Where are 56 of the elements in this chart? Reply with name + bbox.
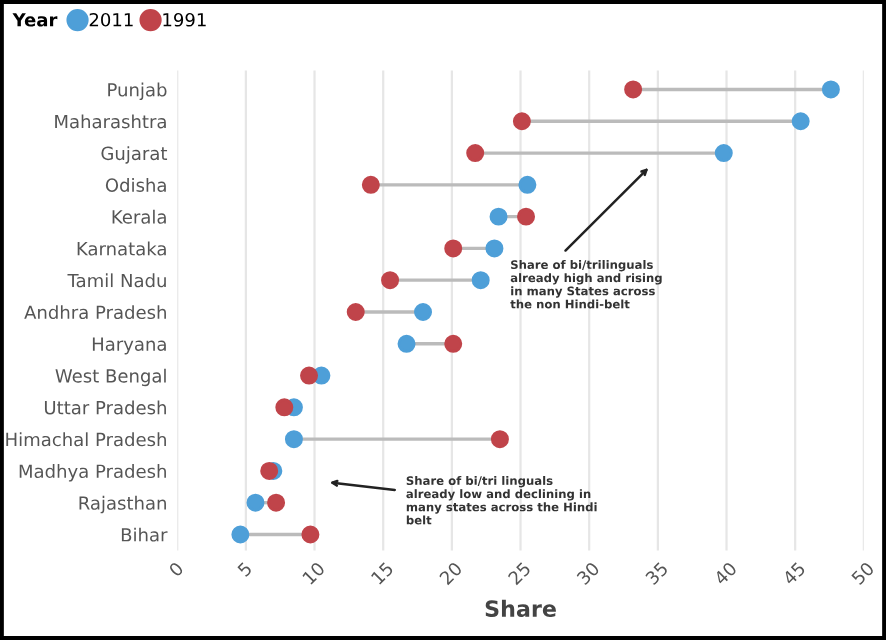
point [714,144,733,163]
point [624,80,643,99]
point [275,398,294,417]
point [381,271,400,290]
y-tick-label: Tamil Nadu [67,273,166,288]
x-tick-label: 35 [644,561,669,586]
x-axis-title: Share [485,599,556,618]
y-tick-label: Madhya Pradesh [19,464,166,482]
x-tick-label: 20 [438,561,463,586]
y-tick-label: Punjab [108,82,167,101]
point [301,525,320,544]
point [444,239,463,258]
point [466,144,485,163]
point [489,207,508,226]
point [821,80,840,99]
y-tick-label: Kerala [112,209,166,224]
legend-title: Year [12,13,58,27]
point [512,112,531,131]
point [397,334,416,353]
y-tick-label: Himachal Pradesh [6,432,166,447]
x-tick-label: 0 [168,561,185,578]
point [346,302,365,321]
x-tick-label: 15 [370,561,394,585]
x-tick-label: 45 [781,561,806,586]
point [485,239,504,258]
point [300,366,319,385]
point [267,493,286,512]
point [361,175,380,194]
x-tick-label: 40 [713,561,738,586]
point [414,302,433,321]
legend-label: 1991 [163,12,206,27]
legend-label: 2011 [89,12,133,27]
x-tick-label: 30 [576,561,601,586]
x-tick-label: 50 [850,561,875,586]
point [518,175,537,194]
y-tick-label: Karnataka [77,241,166,256]
point [284,430,303,449]
y-tick-label: Odisha [105,177,166,192]
y-tick-label: Haryana [92,337,166,355]
point [231,525,250,544]
point [517,207,536,226]
y-tick-label: Bihar [121,527,168,542]
x-tick-label: 5 [237,561,253,578]
y-tick-label: Maharashtra [55,114,166,129]
y-tick-label: Andhra Pradesh [24,305,166,320]
y-tick-label: Rajasthan [79,495,166,514]
point [471,271,490,290]
x-tick-label: 25 [507,561,532,586]
point [490,430,509,449]
point [791,112,810,131]
x-tick-label: 10 [301,561,326,585]
point [444,334,463,353]
y-tick-label: Uttar Pradesh [44,400,166,415]
point [246,493,265,512]
y-tick-label: Gujarat [101,146,168,164]
y-tick-label: West Bengal [55,368,166,387]
